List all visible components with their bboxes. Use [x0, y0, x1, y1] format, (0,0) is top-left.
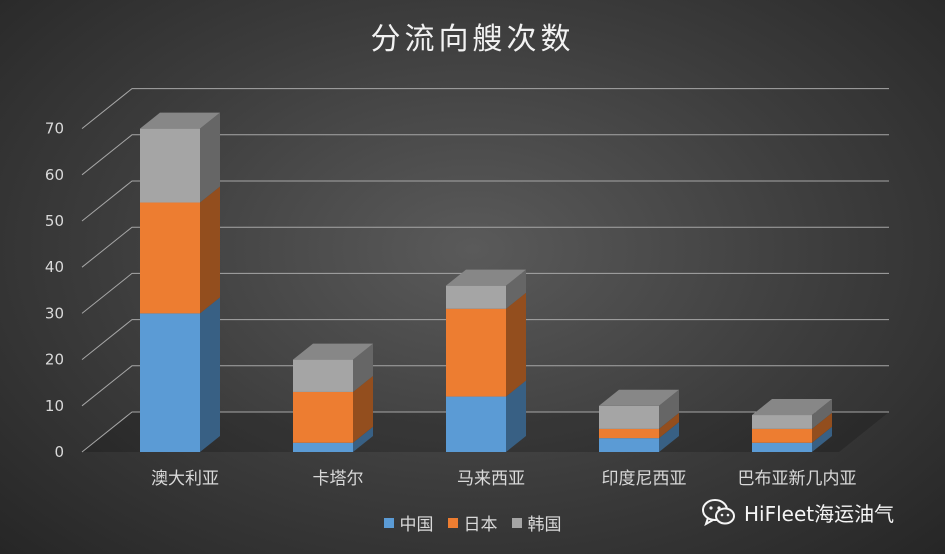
bar-segment-china	[752, 426, 832, 452]
y-tick-label: 0	[54, 443, 64, 461]
bar-segment-korea	[293, 343, 373, 392]
bar-front	[140, 313, 200, 452]
y-tick-label: 20	[45, 351, 64, 369]
bar-front	[140, 128, 200, 203]
y-tick-label: 60	[45, 166, 64, 184]
bar-side	[200, 297, 220, 452]
bar-front	[446, 396, 506, 452]
bar-front	[752, 428, 812, 443]
gridline	[81, 226, 889, 268]
watermark: HiFleet海运油气	[702, 498, 894, 527]
legend-swatch-japan	[447, 517, 458, 528]
gridline	[81, 319, 889, 360]
bar-segment-korea	[140, 112, 220, 203]
x-tick-label: 澳大利亚	[151, 469, 219, 489]
bar-side	[812, 412, 832, 443]
bar-side	[200, 186, 220, 314]
bar-top	[752, 399, 832, 416]
bar-segment-japan	[752, 412, 832, 443]
bar-side	[659, 412, 679, 439]
bar-side	[659, 389, 679, 429]
bar-side	[659, 422, 679, 452]
legend-label-korea: 韩国	[527, 515, 562, 535]
bar-side	[353, 343, 373, 392]
legend-swatch-korea	[511, 517, 522, 528]
y-tick-label: 70	[45, 120, 64, 138]
bar-front	[599, 428, 659, 439]
bar-front	[752, 415, 812, 429]
x-tick-label: 巴布亚新几内亚	[738, 469, 857, 489]
bar-side	[506, 269, 526, 309]
watermark-text: HiFleet海运油气	[744, 502, 895, 526]
bar-side	[200, 112, 220, 203]
legend-item-korea[interactable]: 韩国	[511, 510, 562, 535]
bar-segment-china	[599, 422, 679, 452]
bar-segment-korea	[599, 389, 679, 429]
bar-front	[293, 359, 353, 392]
bar-top	[140, 112, 220, 129]
bar-side	[353, 426, 373, 452]
legend-item-japan[interactable]: 日本	[447, 510, 498, 535]
y-tick-label: 40	[45, 258, 64, 276]
legend-label-japan: 日本	[463, 515, 498, 535]
bar-front	[293, 442, 353, 452]
bar-front	[599, 438, 659, 452]
y-tick-label: 50	[45, 212, 64, 230]
gridline	[81, 180, 889, 222]
x-tick-label: 印度尼西亚	[602, 469, 687, 489]
bar-segment-korea	[752, 399, 832, 429]
y-tick-label: 30	[45, 304, 64, 322]
legend-label-china: 中国	[399, 515, 434, 535]
bar-side	[812, 399, 832, 429]
gridline	[81, 365, 889, 407]
bar-front	[446, 285, 506, 309]
legend-item-china[interactable]: 中国	[383, 510, 434, 535]
bar-front	[140, 202, 200, 314]
bar-side	[506, 380, 526, 452]
legend-swatch-china	[383, 517, 394, 528]
bar-front	[293, 391, 353, 443]
legend: 中国 日本 韩国	[0, 510, 945, 535]
bar-side	[353, 375, 373, 443]
gridline	[81, 134, 889, 176]
bar-top	[446, 269, 526, 286]
x-tick-label: 马来西亚	[457, 469, 525, 489]
bar-front	[752, 442, 812, 452]
bar-top	[293, 343, 373, 360]
wechat-icon	[702, 498, 735, 526]
bar-segment-china	[293, 426, 373, 452]
bar-top	[599, 389, 679, 406]
bar-segment-china	[140, 297, 220, 452]
y-tick-label: 10	[45, 397, 64, 415]
gridline	[81, 88, 889, 129]
bar-segment-korea	[446, 269, 526, 309]
bar-segment-japan	[599, 412, 679, 439]
bar-segment-japan	[293, 375, 373, 443]
chart-title: 分流向艘次数	[370, 22, 575, 57]
bar-segment-japan	[140, 186, 220, 314]
bar-side	[812, 426, 832, 452]
bar-front	[599, 405, 659, 429]
gridline	[81, 272, 889, 314]
bar-side	[506, 292, 526, 397]
x-tick-label: 卡塔尔	[313, 469, 364, 489]
bar-segment-china	[446, 380, 526, 452]
bar-front	[446, 308, 506, 397]
bar-segment-japan	[446, 292, 526, 397]
